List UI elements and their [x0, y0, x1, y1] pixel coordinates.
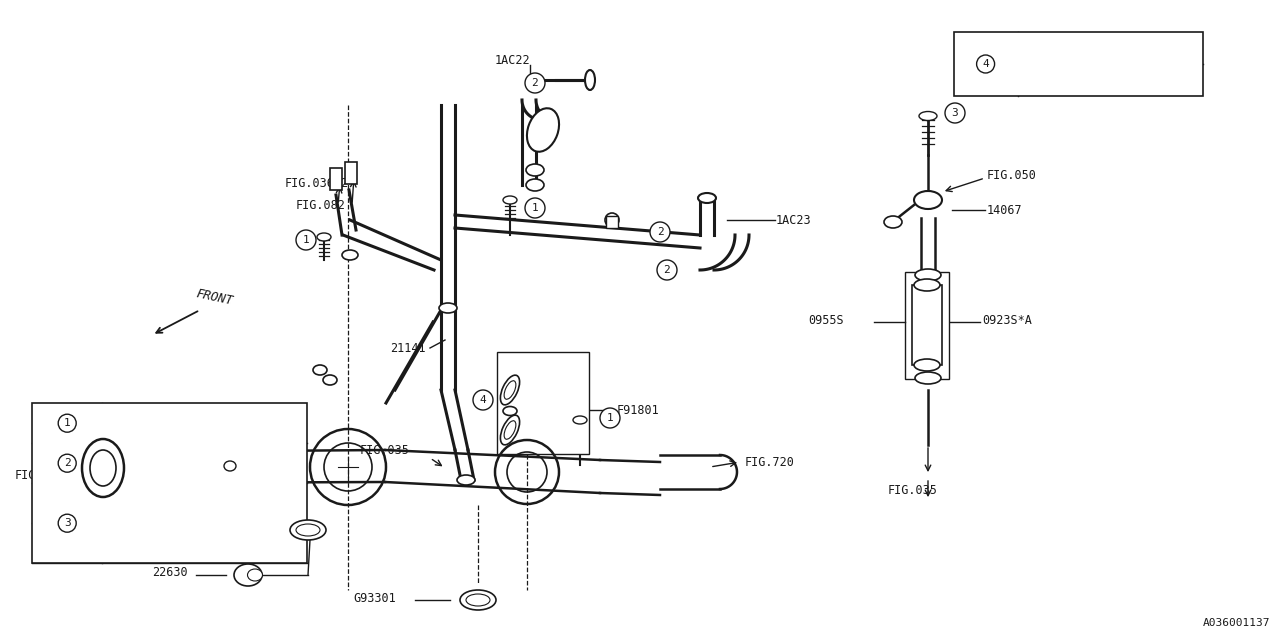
Text: H61109  <-'06MY>: H61109 <-'06MY>	[1023, 44, 1130, 54]
Ellipse shape	[914, 359, 940, 371]
Ellipse shape	[323, 375, 337, 385]
Text: 1: 1	[64, 418, 70, 428]
Ellipse shape	[527, 108, 559, 152]
Ellipse shape	[698, 193, 716, 203]
Circle shape	[945, 103, 965, 123]
Text: 2: 2	[657, 227, 663, 237]
Ellipse shape	[342, 250, 358, 260]
Ellipse shape	[915, 269, 941, 281]
Ellipse shape	[585, 70, 595, 90]
Ellipse shape	[291, 520, 326, 540]
Text: 1AC22: 1AC22	[495, 54, 531, 67]
Ellipse shape	[915, 372, 941, 384]
Text: FIG.036-2: FIG.036-2	[285, 177, 349, 189]
Text: 14050: 14050	[207, 419, 243, 431]
Ellipse shape	[526, 179, 544, 191]
Text: 2: 2	[663, 265, 671, 275]
Bar	[954, 32, 1203, 96]
Text: G93301: G93301	[175, 524, 218, 536]
Ellipse shape	[466, 594, 490, 606]
Ellipse shape	[317, 233, 332, 241]
Text: FIG.035: FIG.035	[360, 444, 410, 456]
Text: 3: 3	[64, 518, 70, 528]
Ellipse shape	[504, 420, 516, 439]
Ellipse shape	[224, 461, 236, 471]
Text: FIG.035: FIG.035	[888, 483, 938, 497]
Ellipse shape	[460, 590, 497, 610]
Ellipse shape	[503, 406, 517, 415]
Ellipse shape	[914, 191, 942, 209]
Text: 14067: 14067	[987, 204, 1023, 216]
Bar	[32, 403, 307, 563]
Ellipse shape	[439, 303, 457, 313]
Text: 21141: 21141	[390, 342, 426, 355]
Ellipse shape	[247, 569, 262, 581]
Text: 0955S: 0955S	[808, 314, 844, 326]
Ellipse shape	[605, 213, 620, 227]
Bar	[911, 285, 942, 365]
Circle shape	[650, 222, 669, 242]
Text: 4: 4	[982, 59, 989, 69]
Text: 2: 2	[531, 78, 539, 88]
Text: 4: 4	[480, 395, 486, 405]
Circle shape	[525, 73, 545, 93]
Text: A036001137: A036001137	[1202, 618, 1270, 628]
Ellipse shape	[296, 524, 320, 536]
Text: FIG.082: FIG.082	[296, 198, 346, 211]
Text: 0923S*A: 0923S*A	[982, 314, 1032, 326]
Text: 1: 1	[607, 413, 613, 423]
Text: FIG.050: FIG.050	[987, 168, 1037, 182]
Ellipse shape	[526, 164, 544, 176]
Text: F92212: F92212	[109, 457, 151, 470]
Ellipse shape	[90, 450, 116, 486]
Circle shape	[977, 55, 995, 73]
Ellipse shape	[573, 416, 588, 424]
Circle shape	[525, 198, 545, 218]
Circle shape	[600, 408, 620, 428]
Text: 22630: 22630	[152, 566, 188, 579]
Circle shape	[296, 230, 316, 250]
Bar	[905, 272, 948, 379]
Text: 2: 2	[64, 458, 70, 468]
Ellipse shape	[82, 439, 124, 497]
Text: J10622: J10622	[109, 417, 151, 429]
Ellipse shape	[500, 415, 520, 445]
Circle shape	[58, 414, 77, 432]
Ellipse shape	[457, 475, 475, 485]
Ellipse shape	[234, 564, 262, 586]
Text: 1AC23: 1AC23	[776, 214, 812, 227]
Text: 1: 1	[302, 235, 310, 245]
Ellipse shape	[314, 365, 326, 375]
Text: F91801: F91801	[617, 403, 659, 417]
Bar	[330, 168, 342, 190]
Text: A60865 (-'05MY): A60865 (-'05MY)	[109, 490, 210, 500]
Text: G93301: G93301	[353, 591, 396, 605]
Ellipse shape	[504, 381, 516, 399]
Text: 3: 3	[951, 108, 959, 118]
Ellipse shape	[914, 279, 940, 291]
Text: FIG.720: FIG.720	[745, 456, 795, 468]
Circle shape	[58, 454, 77, 472]
Circle shape	[58, 514, 77, 532]
Circle shape	[474, 390, 493, 410]
Circle shape	[657, 260, 677, 280]
Text: FIG.450: FIG.450	[15, 468, 65, 481]
Text: 0104S   ('06MY-): 0104S ('06MY-)	[109, 538, 216, 548]
Text: FRONT: FRONT	[195, 287, 234, 308]
Text: 1: 1	[531, 203, 539, 213]
Ellipse shape	[503, 196, 517, 204]
Bar	[497, 352, 589, 454]
Text: H611181 <'07MY->: H611181 <'07MY->	[1023, 74, 1130, 84]
Bar	[346, 162, 357, 184]
Ellipse shape	[919, 111, 937, 120]
Ellipse shape	[884, 216, 902, 228]
Ellipse shape	[500, 375, 520, 405]
